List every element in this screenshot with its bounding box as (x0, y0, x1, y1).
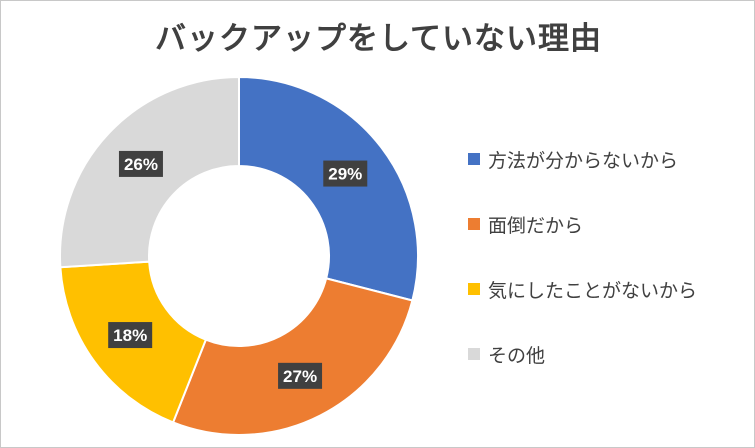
data-label-0: 29% (328, 165, 362, 184)
data-label-box-3 (118, 150, 163, 177)
data-label-2: 18% (113, 326, 147, 345)
data-label-box-1 (278, 362, 323, 389)
data-label-1: 27% (283, 367, 317, 386)
data-label-box-2 (108, 322, 153, 349)
donut-slice-0 (238, 75, 419, 302)
data-label-box-0 (323, 160, 368, 187)
chart-title: バックアップをしていない理由 (154, 21, 603, 57)
data-label-3: 26% (124, 155, 158, 174)
donut-slice-1 (171, 277, 414, 436)
